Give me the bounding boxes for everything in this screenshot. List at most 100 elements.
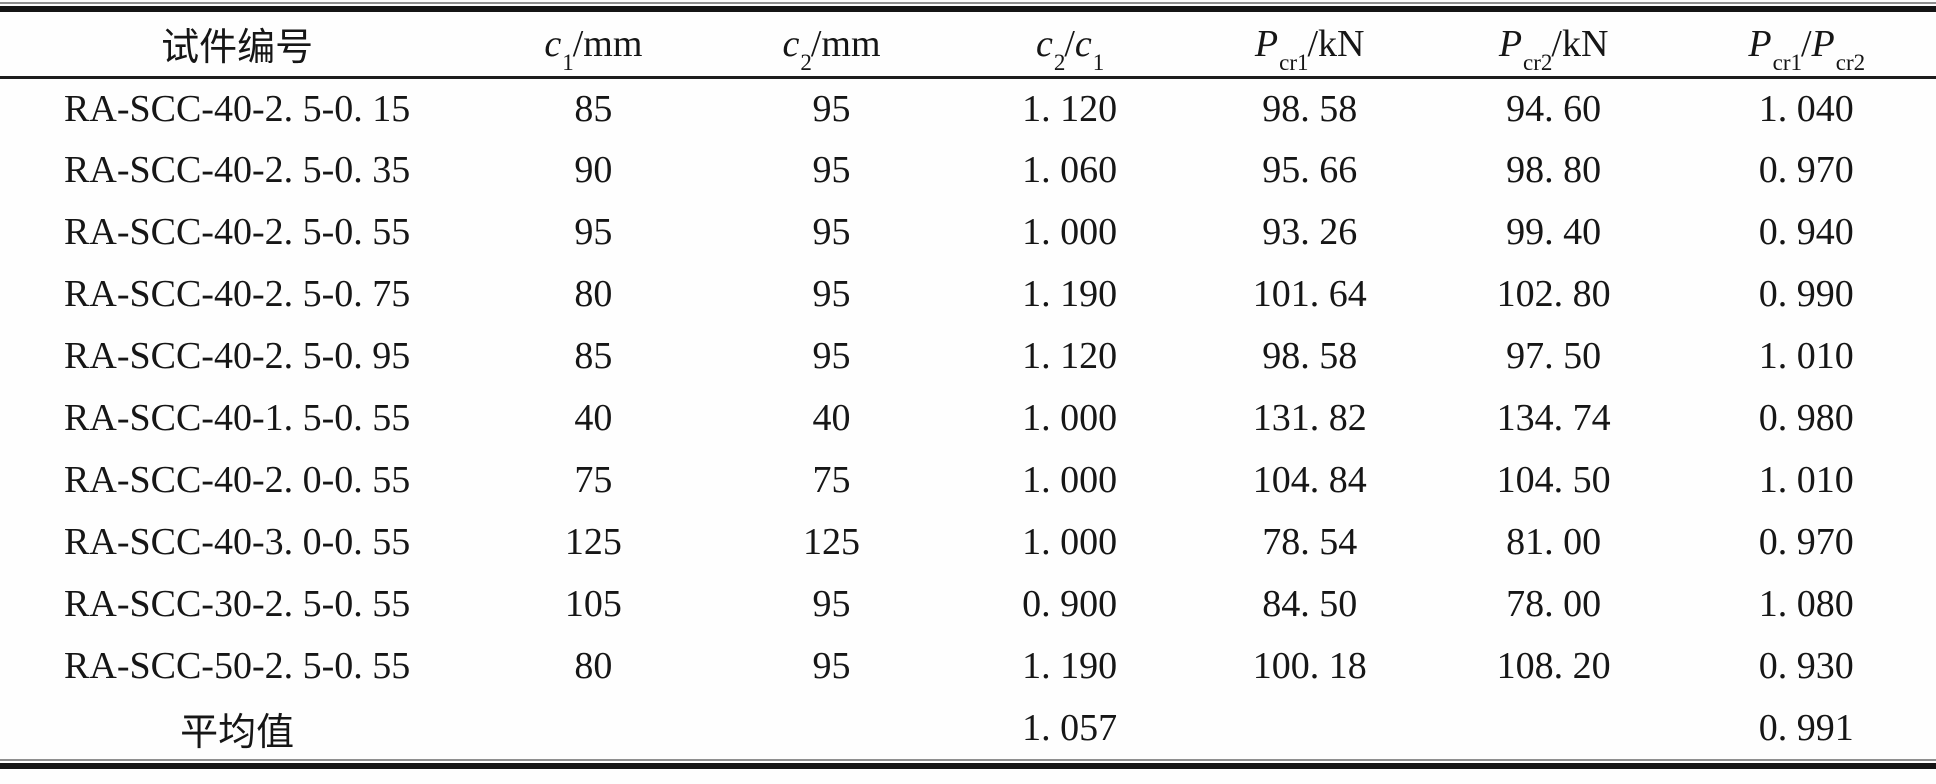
- math-var: c: [544, 22, 562, 65]
- table-cell: 95: [812, 87, 851, 130]
- table-row: RA-SCC-40-3. 0-0. 55 125 125 1. 000 78. 54 81…: [0, 511, 1936, 573]
- table-row: RA-SCC-30-2. 5-0. 55 105 95 0. 900 84. 50 78.…: [0, 573, 1936, 635]
- table-cell: RA-SCC-40-3. 0-0. 55: [64, 521, 411, 563]
- table-cell: 0. 900: [1022, 583, 1118, 625]
- table-cell: 95: [812, 583, 851, 625]
- table-body: RA-SCC-40-2. 5-0. 15 85 95 1. 120 98. 58 94. …: [0, 77, 1936, 759]
- table-cell: 131. 82: [1252, 397, 1367, 439]
- col-header-pcr1: Pcr1/kN: [1188, 12, 1431, 79]
- table-cell: 75: [574, 459, 613, 501]
- table-cell: 108. 20: [1496, 645, 1611, 687]
- math-sub: cr1: [1279, 50, 1309, 76]
- table-cell: 102. 80: [1496, 273, 1611, 315]
- math-var: c: [1035, 22, 1053, 65]
- table-cell: 78. 54: [1262, 521, 1358, 563]
- table-cell: [474, 697, 712, 759]
- divide-slash: /: [1064, 22, 1075, 65]
- specimen-results-table: 试件编号 c1/mm c2/mm c2/c1 Pcr1/kN Pcr2/kN P…: [0, 12, 1936, 759]
- col-header-pcr1-over-pcr2: Pcr1/Pcr2: [1676, 12, 1936, 79]
- table-cell: 98. 80: [1506, 149, 1602, 191]
- table-cell: 125: [564, 521, 622, 563]
- table-row: RA-SCC-40-2. 5-0. 35 90 95 1. 060 95. 66 98. …: [0, 139, 1936, 201]
- table-cell: RA-SCC-40-1. 5-0. 55: [64, 397, 411, 439]
- table-cell: 0. 991: [1758, 707, 1854, 749]
- math-var: P: [1748, 22, 1772, 65]
- unit-text: /kN: [1307, 22, 1365, 65]
- table-cell: 平均值: [180, 711, 295, 754]
- col-header-c2-over-c1: c2/c1: [950, 12, 1189, 79]
- header-row: 试件编号 c1/mm c2/mm c2/c1 Pcr1/kN Pcr2/kN P…: [0, 12, 1936, 79]
- math-var: P: [1811, 22, 1835, 65]
- table-cell: 95: [812, 273, 851, 315]
- unit-text: /kN: [1551, 22, 1609, 65]
- table-cell: 85: [574, 87, 613, 130]
- math-var: c: [782, 22, 800, 65]
- table-cell: 1. 190: [1022, 645, 1118, 687]
- table-cell: 95: [812, 335, 851, 377]
- table-cell: 95: [812, 645, 851, 687]
- table-cell: 105: [564, 583, 622, 625]
- table-cell: [1431, 697, 1677, 759]
- math-sub: cr2: [1523, 50, 1553, 76]
- table-cell: RA-SCC-30-2. 5-0. 55: [64, 583, 411, 625]
- table-cell: 98. 58: [1262, 335, 1358, 377]
- table-cell: 0. 980: [1758, 397, 1854, 439]
- table-cell: 93. 26: [1262, 211, 1358, 253]
- table-cell: 0. 930: [1758, 645, 1854, 687]
- divide-slash: /: [1800, 22, 1812, 65]
- top-thin-rule: [0, 2, 1936, 4]
- table-cell: 1. 000: [1022, 459, 1118, 501]
- table-cell: 1. 000: [1022, 521, 1118, 563]
- table-cell: 40: [574, 397, 613, 439]
- table-cell: 1. 080: [1758, 583, 1854, 625]
- table-row: RA-SCC-40-2. 5-0. 15 85 95 1. 120 98. 58 94. …: [0, 77, 1936, 139]
- table-cell: 80: [574, 273, 613, 315]
- math-sub: 2: [800, 50, 812, 76]
- table-row: RA-SCC-40-1. 5-0. 55 40 40 1. 000 131. 82 134…: [0, 387, 1936, 449]
- bottom-thin-rule: [0, 759, 1936, 761]
- table-row: RA-SCC-40-2. 5-0. 55 95 95 1. 000 93. 26 99. …: [0, 201, 1936, 263]
- table-cell: 78. 00: [1506, 583, 1602, 625]
- math-sub: cr2: [1835, 50, 1866, 76]
- table-cell: 101. 64: [1252, 273, 1367, 315]
- table-cell: 104. 84: [1252, 459, 1367, 501]
- table-cell: 0. 940: [1758, 211, 1854, 253]
- table-cell: 100. 18: [1252, 645, 1367, 687]
- math-var: P: [1254, 22, 1279, 65]
- table-cell: RA-SCC-40-2. 5-0. 55: [64, 211, 411, 253]
- table-cell: 75: [812, 459, 851, 501]
- table-cell: 1. 040: [1758, 87, 1854, 130]
- col-header-c2: c2/mm: [712, 12, 951, 79]
- table-cell: 0. 970: [1758, 521, 1854, 563]
- table-cell: 90: [574, 149, 613, 191]
- table-cell: 85: [574, 335, 613, 377]
- table-header: 试件编号 c1/mm c2/mm c2/c1 Pcr1/kN Pcr2/kN P…: [0, 12, 1936, 79]
- col-header-c1: c1/mm: [474, 12, 713, 79]
- table-cell: 97. 50: [1506, 335, 1602, 377]
- unit-text: /mm: [572, 22, 643, 65]
- table-cell: 99. 40: [1506, 211, 1602, 253]
- math-sub: 2: [1053, 50, 1066, 76]
- table-row: RA-SCC-50-2. 5-0. 55 80 95 1. 190 100. 18 108…: [0, 635, 1936, 697]
- math-sub: 1: [562, 50, 574, 76]
- table-cell: 98. 58: [1262, 87, 1358, 130]
- table-cell: 94. 60: [1506, 87, 1602, 130]
- col-header-specimen-id: 试件编号: [0, 12, 475, 79]
- table-cell: RA-SCC-40-2. 5-0. 35: [64, 149, 411, 191]
- header-text: 试件编号: [161, 27, 314, 70]
- table-row: RA-SCC-40-2. 0-0. 55 75 75 1. 000 104. 84 104…: [0, 449, 1936, 511]
- table-cell: 1. 120: [1022, 87, 1118, 130]
- average-row: 平均值 1. 057 0. 991: [0, 697, 1936, 759]
- table-cell: 1. 060: [1022, 149, 1118, 191]
- table-row: RA-SCC-40-2. 5-0. 95 85 95 1. 120 98. 58 97. …: [0, 325, 1936, 387]
- table-cell: RA-SCC-40-2. 5-0. 75: [64, 273, 411, 315]
- table-cell: 0. 990: [1758, 273, 1854, 315]
- unit-text: /mm: [810, 22, 881, 65]
- table-cell: 84. 50: [1262, 583, 1358, 625]
- bottom-thick-rule: [0, 763, 1936, 769]
- table-cell: 1. 010: [1758, 335, 1854, 377]
- table-cell: 95. 66: [1262, 149, 1358, 191]
- table-cell: RA-SCC-50-2. 5-0. 55: [64, 645, 411, 687]
- table-cell: 104. 50: [1496, 459, 1611, 501]
